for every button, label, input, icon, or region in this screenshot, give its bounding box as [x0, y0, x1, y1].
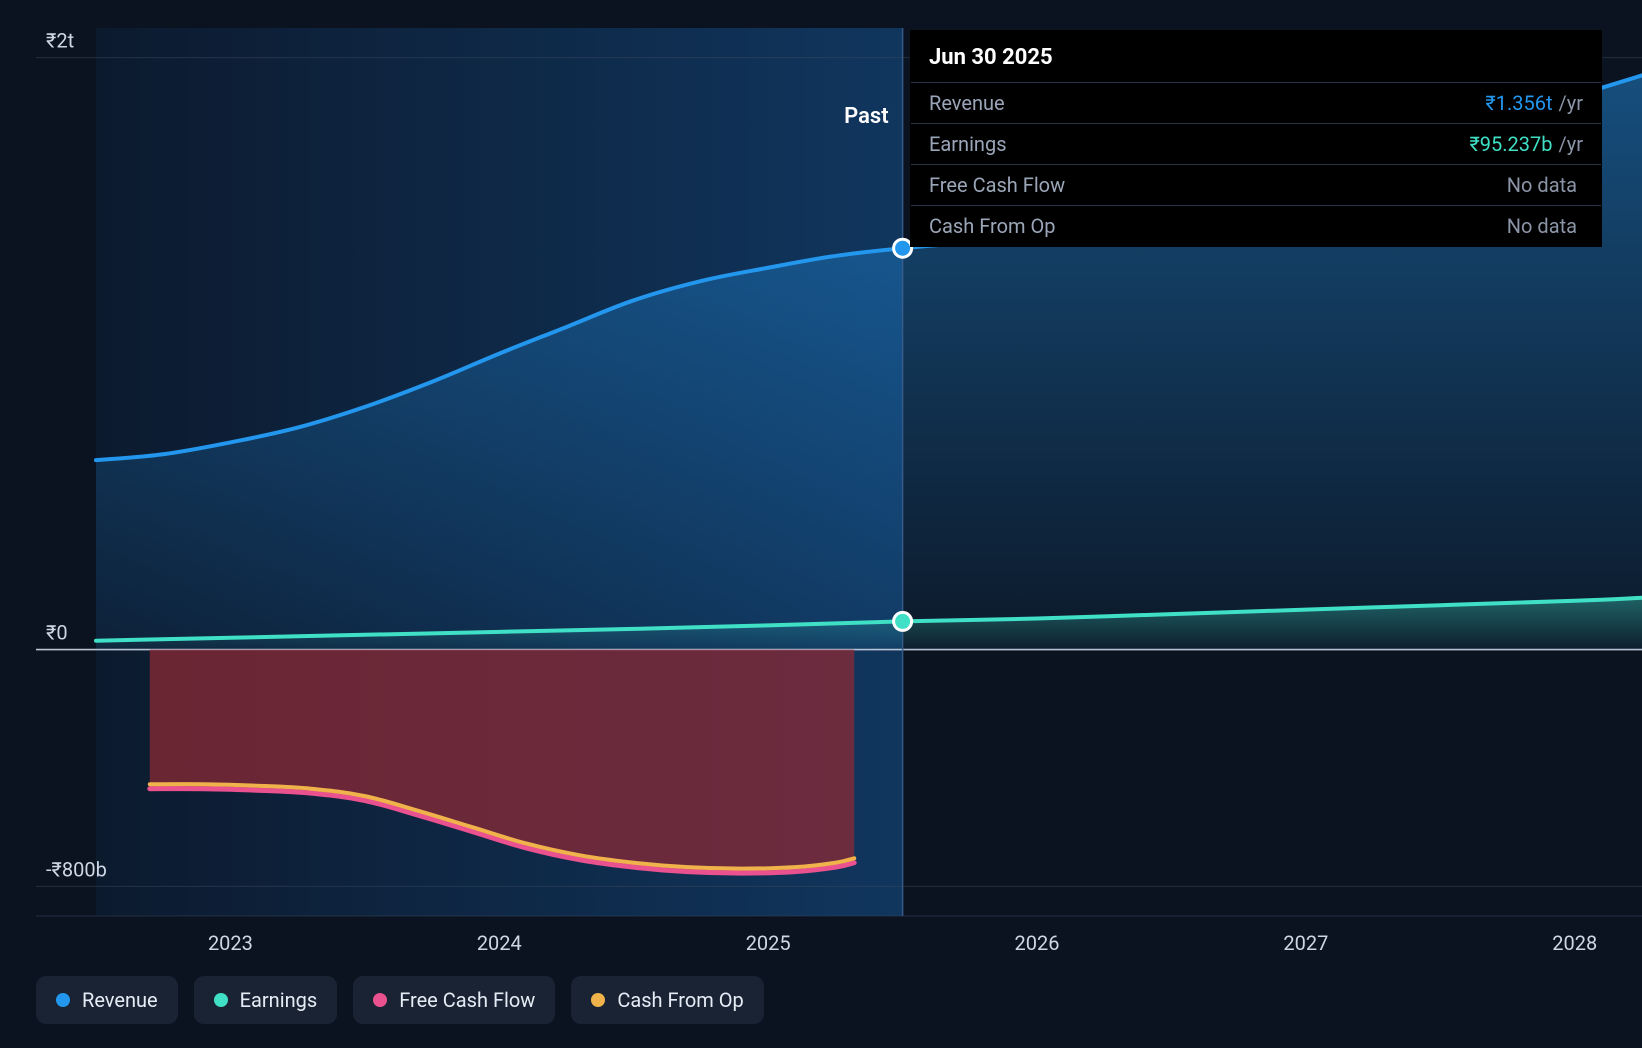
svg-text:Past: Past [844, 104, 889, 129]
tooltip-label: Free Cash Flow [929, 173, 1065, 197]
svg-text:₹2t: ₹2t [46, 29, 74, 53]
chart-legend: Revenue Earnings Free Cash Flow Cash Fro… [36, 976, 764, 1024]
chart-container: ₹2t₹0-₹800b202320242025202620272028PastA… [0, 0, 1642, 1048]
tooltip-value: No data [1507, 173, 1583, 197]
tooltip-row-revenue: Revenue ₹1.356t/yr [911, 83, 1601, 124]
legend-label: Cash From Op [617, 988, 743, 1012]
legend-item-earnings[interactable]: Earnings [194, 976, 338, 1024]
svg-text:2026: 2026 [1015, 931, 1060, 955]
svg-text:2023: 2023 [208, 931, 253, 955]
tooltip-value: ₹1.356t/yr [1485, 91, 1583, 115]
tooltip-row-earnings: Earnings ₹95.237b/yr [911, 124, 1601, 165]
svg-text:2028: 2028 [1552, 931, 1597, 955]
svg-text:2027: 2027 [1283, 931, 1328, 955]
legend-label: Earnings [240, 988, 318, 1012]
tooltip-label: Cash From Op [929, 214, 1055, 238]
svg-text:-₹800b: -₹800b [46, 857, 107, 881]
svg-text:2025: 2025 [746, 931, 791, 955]
legend-label: Free Cash Flow [399, 988, 535, 1012]
legend-dot-icon [214, 993, 228, 1007]
legend-item-revenue[interactable]: Revenue [36, 976, 178, 1024]
svg-text:₹0: ₹0 [46, 621, 68, 645]
legend-dot-icon [373, 993, 387, 1007]
legend-item-cash-from-op[interactable]: Cash From Op [571, 976, 763, 1024]
tooltip-label: Revenue [929, 91, 1005, 115]
tooltip-value: No data [1507, 214, 1583, 238]
legend-label: Revenue [82, 988, 158, 1012]
tooltip-label: Earnings [929, 132, 1007, 156]
legend-dot-icon [56, 993, 70, 1007]
svg-text:2024: 2024 [477, 931, 522, 955]
legend-dot-icon [591, 993, 605, 1007]
tooltip-date: Jun 30 2025 [911, 31, 1601, 83]
chart-tooltip: Jun 30 2025 Revenue ₹1.356t/yr Earnings … [910, 30, 1602, 247]
legend-item-free-cash-flow[interactable]: Free Cash Flow [353, 976, 555, 1024]
tooltip-row-fcf: Free Cash Flow No data [911, 165, 1601, 206]
tooltip-value: ₹95.237b/yr [1469, 132, 1583, 156]
tooltip-row-cfo: Cash From Op No data [911, 206, 1601, 246]
